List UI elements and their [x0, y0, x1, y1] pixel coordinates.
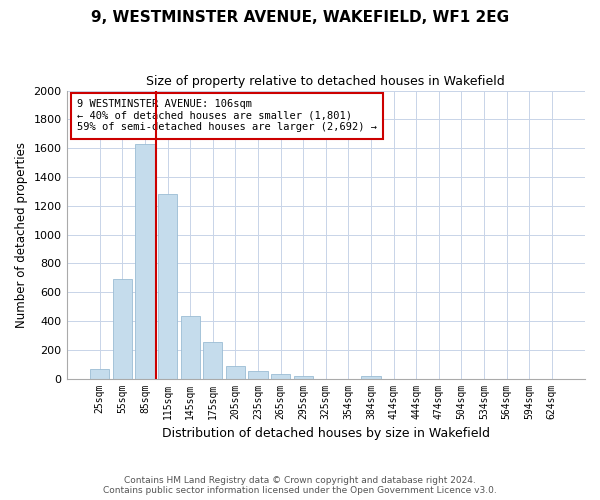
Y-axis label: Number of detached properties: Number of detached properties [15, 142, 28, 328]
Bar [293, 376, 313, 378]
Bar [90, 369, 109, 378]
Text: 9 WESTMINSTER AVENUE: 106sqm
← 40% of detached houses are smaller (1,801)
59% of: 9 WESTMINSTER AVENUE: 106sqm ← 40% of de… [77, 99, 377, 132]
Title: Size of property relative to detached houses in Wakefield: Size of property relative to detached ho… [146, 75, 505, 88]
Bar [248, 372, 268, 378]
Bar [203, 342, 223, 378]
Bar [181, 316, 200, 378]
Bar [271, 374, 290, 378]
Bar [158, 194, 177, 378]
Text: 9, WESTMINSTER AVENUE, WAKEFIELD, WF1 2EG: 9, WESTMINSTER AVENUE, WAKEFIELD, WF1 2E… [91, 10, 509, 25]
X-axis label: Distribution of detached houses by size in Wakefield: Distribution of detached houses by size … [162, 427, 490, 440]
Bar [361, 376, 380, 378]
Bar [136, 144, 155, 378]
Bar [226, 366, 245, 378]
Text: Contains HM Land Registry data © Crown copyright and database right 2024.
Contai: Contains HM Land Registry data © Crown c… [103, 476, 497, 495]
Bar [113, 279, 132, 378]
